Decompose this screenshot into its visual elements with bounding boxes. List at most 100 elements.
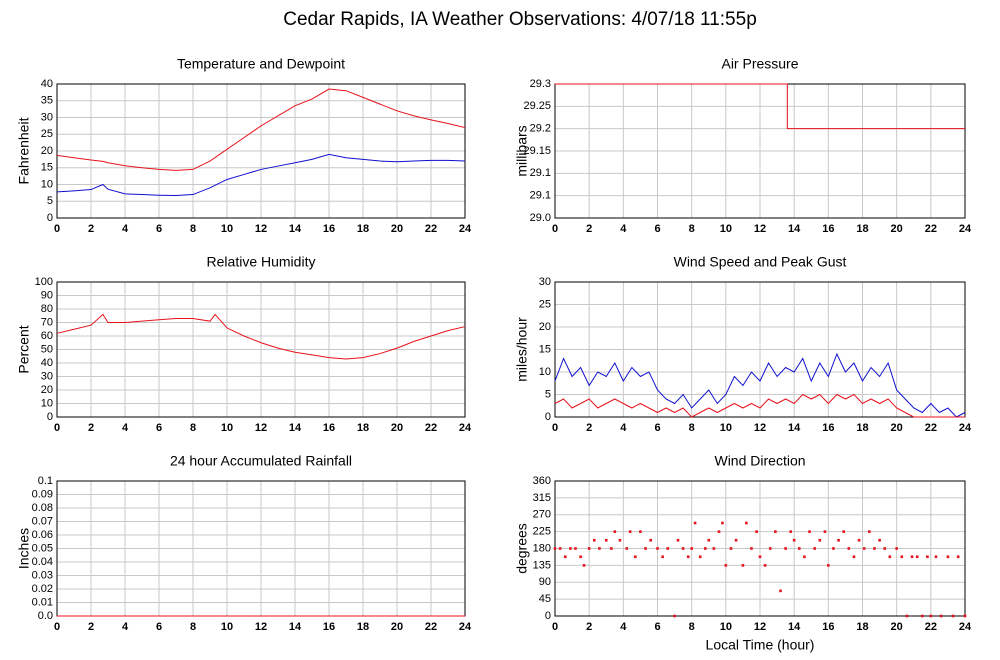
- panel-title: Wind Direction: [714, 453, 805, 469]
- data-point: [592, 538, 596, 542]
- x-tick-label: 10: [720, 422, 732, 434]
- data-point: [797, 547, 801, 550]
- page-title: Cedar Rapids, IA Weather Observations: 4…: [283, 9, 757, 30]
- y-tick-label: 0: [545, 411, 551, 423]
- data-point: [750, 547, 753, 550]
- data-point: [741, 564, 745, 567]
- data-point: [963, 614, 967, 618]
- data-point: [604, 538, 608, 542]
- data-point: [610, 547, 613, 550]
- y-tick-label: 5: [47, 195, 53, 207]
- x-tick-label: 18: [856, 422, 868, 434]
- x-tick-label: 14: [289, 621, 302, 633]
- data-point: [574, 547, 577, 550]
- x-tick-label: 12: [255, 422, 267, 434]
- y-tick-label: 30: [41, 370, 53, 382]
- x-tick-label: 24: [459, 621, 472, 633]
- x-tick-label: 20: [891, 621, 903, 633]
- x-tick-label: 12: [754, 223, 766, 235]
- data-point: [857, 538, 861, 542]
- data-point: [763, 564, 767, 567]
- x-tick-label: 10: [720, 223, 732, 235]
- y-tick-label: 0.06: [32, 529, 53, 541]
- y-tick-label: 100: [35, 276, 53, 288]
- data-point: [803, 555, 806, 559]
- x-tick-label: 22: [425, 422, 437, 434]
- x-tick-label: 22: [425, 223, 437, 235]
- x-tick-label: 2: [586, 621, 592, 633]
- x-tick-label: 22: [925, 621, 937, 633]
- data-point: [900, 555, 904, 559]
- x-tick-label: 16: [323, 422, 335, 434]
- y-tick-label: 40: [41, 357, 53, 369]
- data-point: [712, 547, 716, 550]
- y-tick-label: 90: [539, 576, 551, 588]
- x-tick-label: 16: [323, 621, 335, 633]
- data-point: [673, 614, 676, 618]
- y-axis-label: Inches: [16, 528, 32, 569]
- data-point: [717, 530, 721, 533]
- data-point: [784, 547, 787, 550]
- data-point: [926, 555, 929, 559]
- data-point: [951, 614, 955, 618]
- y-tick-label: 30: [41, 111, 53, 123]
- x-tick-label: 4: [620, 621, 627, 633]
- data-point: [558, 547, 562, 550]
- x-tick-label: 14: [788, 223, 801, 235]
- x-tick-label: 10: [221, 422, 233, 434]
- data-point: [883, 547, 887, 550]
- y-tick-label: 15: [539, 343, 551, 355]
- x-tick-label: 8: [689, 621, 695, 633]
- data-point: [734, 538, 738, 542]
- x-tick-label: 12: [754, 621, 766, 633]
- data-point: [693, 521, 697, 525]
- x-tick-label: 20: [391, 422, 403, 434]
- data-point: [808, 530, 811, 533]
- x-tick-label: 8: [190, 223, 196, 235]
- x-tick-label: 16: [323, 223, 335, 235]
- y-tick-label: 15: [41, 162, 53, 174]
- x-tick-label: 0: [54, 621, 60, 633]
- x-tick-label: 2: [586, 223, 592, 235]
- y-tick-label: 0: [47, 212, 53, 224]
- y-tick-label: 180: [533, 542, 551, 554]
- plot-border: [56, 83, 466, 219]
- x-tick-label: 0: [54, 223, 60, 235]
- x-axis-label: Local Time (hour): [706, 637, 815, 653]
- data-line: [554, 352, 966, 418]
- x-tick-label: 0: [54, 422, 60, 434]
- y-tick-label: 0: [545, 610, 551, 622]
- panel-title: 24 hour Accumulated Rainfall: [170, 453, 352, 469]
- x-tick-label: 10: [221, 621, 233, 633]
- data-point: [724, 564, 728, 567]
- x-tick-label: 6: [654, 223, 660, 235]
- data-point: [649, 538, 652, 542]
- y-axis-label: degrees: [514, 523, 530, 574]
- x-tick-label: 0: [552, 621, 558, 633]
- panel-title: Temperature and Dewpoint: [177, 56, 345, 72]
- x-tick-label: 22: [925, 223, 937, 235]
- data-point: [774, 530, 777, 533]
- x-tick-label: 24: [959, 621, 972, 633]
- data-point: [878, 538, 881, 542]
- data-point: [868, 530, 871, 533]
- data-point: [721, 521, 724, 525]
- y-tick-label: 29.1: [530, 167, 551, 179]
- y-axis-label: Percent: [16, 325, 32, 373]
- data-point: [598, 547, 601, 550]
- x-tick-label: 0: [552, 422, 558, 434]
- data-point: [768, 547, 772, 550]
- data-point: [818, 538, 822, 542]
- y-tick-label: 60: [41, 330, 53, 342]
- y-tick-label: 40: [41, 78, 53, 90]
- y-tick-label: 30: [539, 276, 551, 288]
- x-tick-label: 22: [425, 621, 437, 633]
- data-point: [758, 555, 762, 559]
- data-line: [56, 153, 466, 197]
- data-point: [618, 538, 622, 542]
- data-point: [873, 547, 876, 550]
- y-tick-label: 29.0: [530, 212, 551, 224]
- y-tick-label: 10: [41, 397, 53, 409]
- x-tick-label: 4: [122, 223, 129, 235]
- plot-border: [56, 281, 466, 418]
